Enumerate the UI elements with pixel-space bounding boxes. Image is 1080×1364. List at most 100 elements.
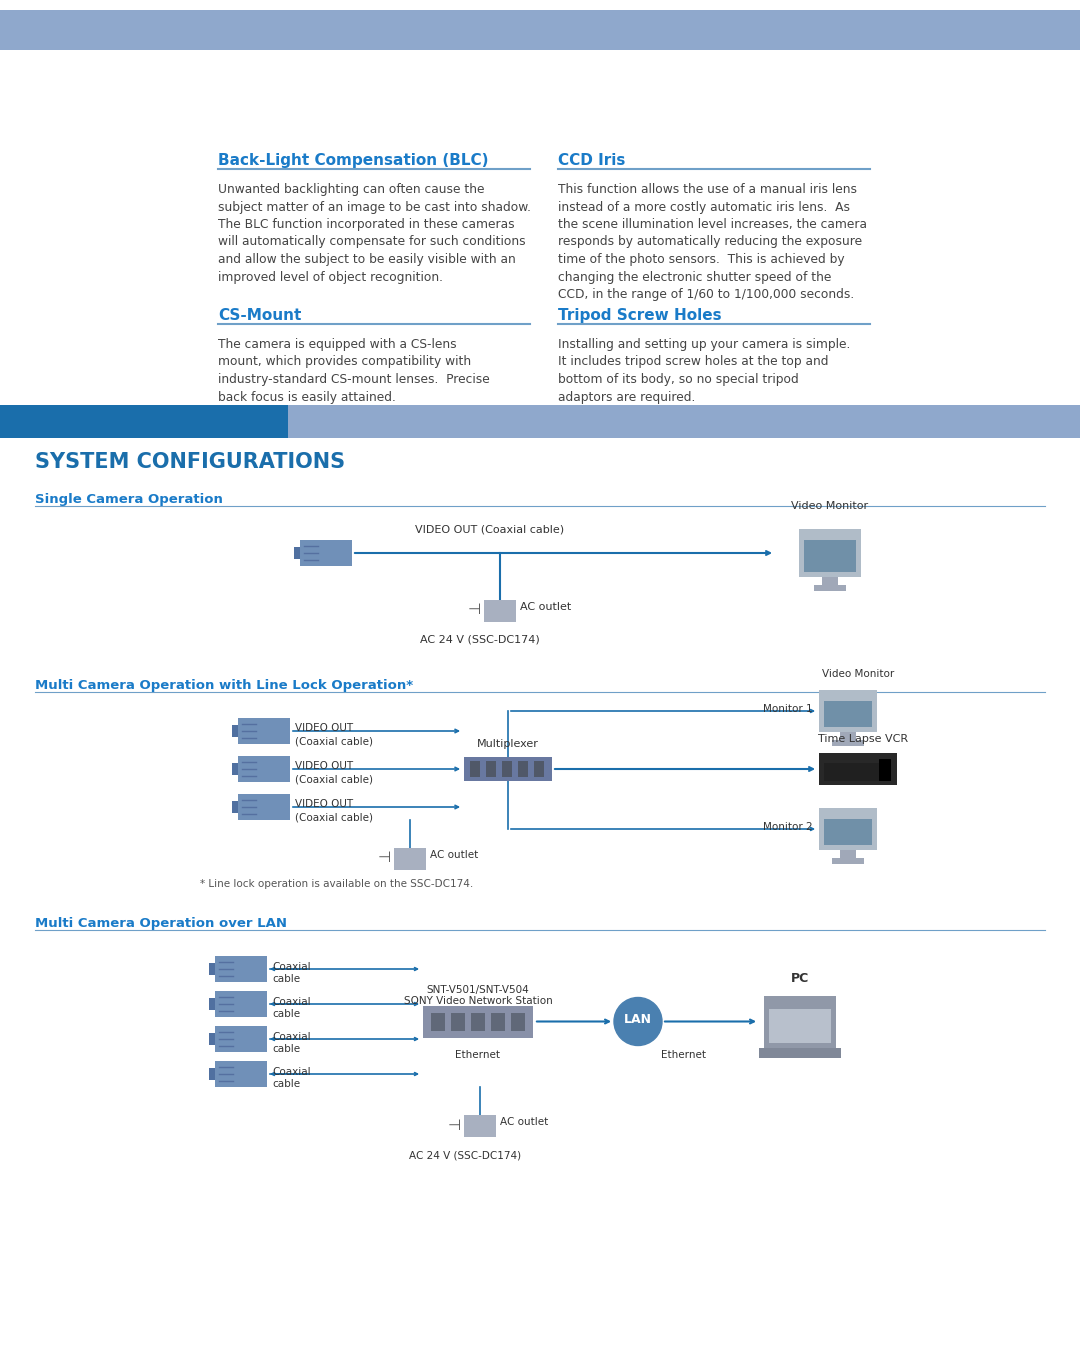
Text: VIDEO OUT: VIDEO OUT <box>295 799 353 809</box>
Text: Ethernet: Ethernet <box>456 1049 500 1060</box>
Text: Multiplexer: Multiplexer <box>477 739 539 749</box>
Text: AC outlet: AC outlet <box>500 1117 549 1127</box>
Circle shape <box>615 997 662 1045</box>
Text: PC: PC <box>791 973 809 986</box>
Bar <box>764 996 836 1048</box>
Bar <box>502 761 512 777</box>
Text: ⊣: ⊣ <box>468 603 481 618</box>
Bar <box>210 998 215 1009</box>
Bar <box>759 1048 841 1057</box>
Text: cable: cable <box>272 974 300 983</box>
Text: (Coaxial cable): (Coaxial cable) <box>295 737 373 746</box>
Text: This function allows the use of a manual iris lens: This function allows the use of a manual… <box>558 183 858 196</box>
Text: adaptors are required.: adaptors are required. <box>558 390 696 404</box>
Bar <box>819 690 877 732</box>
Text: (Coaxial cable): (Coaxial cable) <box>295 812 373 822</box>
Bar <box>215 956 267 982</box>
Bar <box>804 540 856 572</box>
Bar <box>238 717 291 743</box>
Text: The camera is equipped with a CS-lens: The camera is equipped with a CS-lens <box>218 338 457 351</box>
Bar <box>431 1012 445 1030</box>
Text: and allow the subject to be easily visible with an: and allow the subject to be easily visib… <box>218 252 516 266</box>
Bar <box>832 741 864 746</box>
Bar <box>294 547 300 559</box>
Text: AC 24 V (SSC-DC174): AC 24 V (SSC-DC174) <box>420 636 540 645</box>
Text: Multi Camera Operation with Line Lock Operation*: Multi Camera Operation with Line Lock Op… <box>35 679 414 692</box>
Bar <box>215 1061 267 1087</box>
Text: SNT-V501/SNT-V504: SNT-V501/SNT-V504 <box>427 986 529 996</box>
Bar <box>300 540 352 566</box>
Bar <box>819 807 877 850</box>
Text: ⊣: ⊣ <box>378 851 391 866</box>
Bar <box>464 1114 496 1138</box>
Bar <box>879 758 891 782</box>
Text: CCD, in the range of 1/60 to 1/100,000 seconds.: CCD, in the range of 1/60 to 1/100,000 s… <box>558 288 854 301</box>
Bar <box>232 726 238 737</box>
Bar <box>464 757 552 782</box>
Text: Coaxial: Coaxial <box>272 997 311 1007</box>
Bar <box>471 1012 485 1030</box>
Bar <box>470 761 480 777</box>
Text: AC outlet: AC outlet <box>519 602 571 612</box>
Bar <box>799 529 861 577</box>
Bar <box>288 405 1080 438</box>
Text: VIDEO OUT: VIDEO OUT <box>295 723 353 732</box>
Text: * Line lock operation is available on the SSC-DC174.: * Line lock operation is available on th… <box>200 878 473 889</box>
Text: CCD Iris: CCD Iris <box>558 153 625 168</box>
Text: AC 24 V (SSC-DC174): AC 24 V (SSC-DC174) <box>409 1150 521 1159</box>
Bar <box>491 1012 505 1030</box>
Text: Installing and setting up your camera is simple.: Installing and setting up your camera is… <box>558 338 850 351</box>
Text: will automatically compensate for such conditions: will automatically compensate for such c… <box>218 236 526 248</box>
Bar <box>534 761 544 777</box>
Bar <box>814 585 846 591</box>
Bar <box>511 1012 525 1030</box>
Text: Back-Light Compensation (BLC): Back-Light Compensation (BLC) <box>218 153 488 168</box>
Text: Unwanted backlighting can often cause the: Unwanted backlighting can often cause th… <box>218 183 485 196</box>
Bar <box>822 577 838 585</box>
Text: AC outlet: AC outlet <box>430 850 478 859</box>
Text: improved level of object recognition.: improved level of object recognition. <box>218 270 443 284</box>
Text: instead of a more costly automatic iris lens.  As: instead of a more costly automatic iris … <box>558 201 850 214</box>
Text: VIDEO OUT: VIDEO OUT <box>295 761 353 771</box>
Bar <box>451 1012 465 1030</box>
Text: SYSTEM CONFIGURATIONS: SYSTEM CONFIGURATIONS <box>35 451 346 472</box>
Text: back focus is easily attained.: back focus is easily attained. <box>218 390 396 404</box>
Bar <box>824 701 872 727</box>
Text: Monitor 1: Monitor 1 <box>764 704 813 713</box>
Text: SONY Video Network Station: SONY Video Network Station <box>404 997 552 1007</box>
Text: Video Monitor: Video Monitor <box>792 501 868 512</box>
Text: Coaxial: Coaxial <box>272 962 311 973</box>
Text: Multi Camera Operation over LAN: Multi Camera Operation over LAN <box>35 917 287 930</box>
Bar <box>832 858 864 863</box>
Text: industry-standard CS-mount lenses.  Precise: industry-standard CS-mount lenses. Preci… <box>218 372 489 386</box>
Text: VIDEO OUT (Coaxial cable): VIDEO OUT (Coaxial cable) <box>416 525 565 535</box>
Text: Coaxial: Coaxial <box>272 1033 311 1042</box>
Text: CS-Mount: CS-Mount <box>218 308 301 323</box>
Text: cable: cable <box>272 1079 300 1088</box>
Bar <box>210 1068 215 1080</box>
Bar <box>769 1008 831 1042</box>
Text: mount, which provides compatibility with: mount, which provides compatibility with <box>218 356 471 368</box>
Bar <box>484 600 516 622</box>
Bar <box>215 1026 267 1052</box>
Text: cable: cable <box>272 1043 300 1054</box>
Text: subject matter of an image to be cast into shadow.: subject matter of an image to be cast in… <box>218 201 531 214</box>
Bar <box>238 794 291 820</box>
Bar <box>232 762 238 775</box>
Text: bottom of its body, so no special tripod: bottom of its body, so no special tripod <box>558 372 799 386</box>
Bar <box>238 756 291 782</box>
Text: The BLC function incorporated in these cameras: The BLC function incorporated in these c… <box>218 218 515 231</box>
Bar <box>394 848 426 870</box>
Bar <box>486 761 496 777</box>
Bar <box>423 1005 534 1038</box>
Text: Single Camera Operation: Single Camera Operation <box>35 492 222 506</box>
Bar <box>232 801 238 813</box>
Text: Time Lapse VCR: Time Lapse VCR <box>818 734 908 743</box>
Text: LAN: LAN <box>624 1013 652 1026</box>
Text: It includes tripod screw holes at the top and: It includes tripod screw holes at the to… <box>558 356 828 368</box>
Text: the scene illumination level increases, the camera: the scene illumination level increases, … <box>558 218 867 231</box>
Text: changing the electronic shutter speed of the: changing the electronic shutter speed of… <box>558 270 832 284</box>
Bar <box>840 732 856 741</box>
Text: Video Monitor: Video Monitor <box>822 668 894 679</box>
Bar <box>210 963 215 975</box>
